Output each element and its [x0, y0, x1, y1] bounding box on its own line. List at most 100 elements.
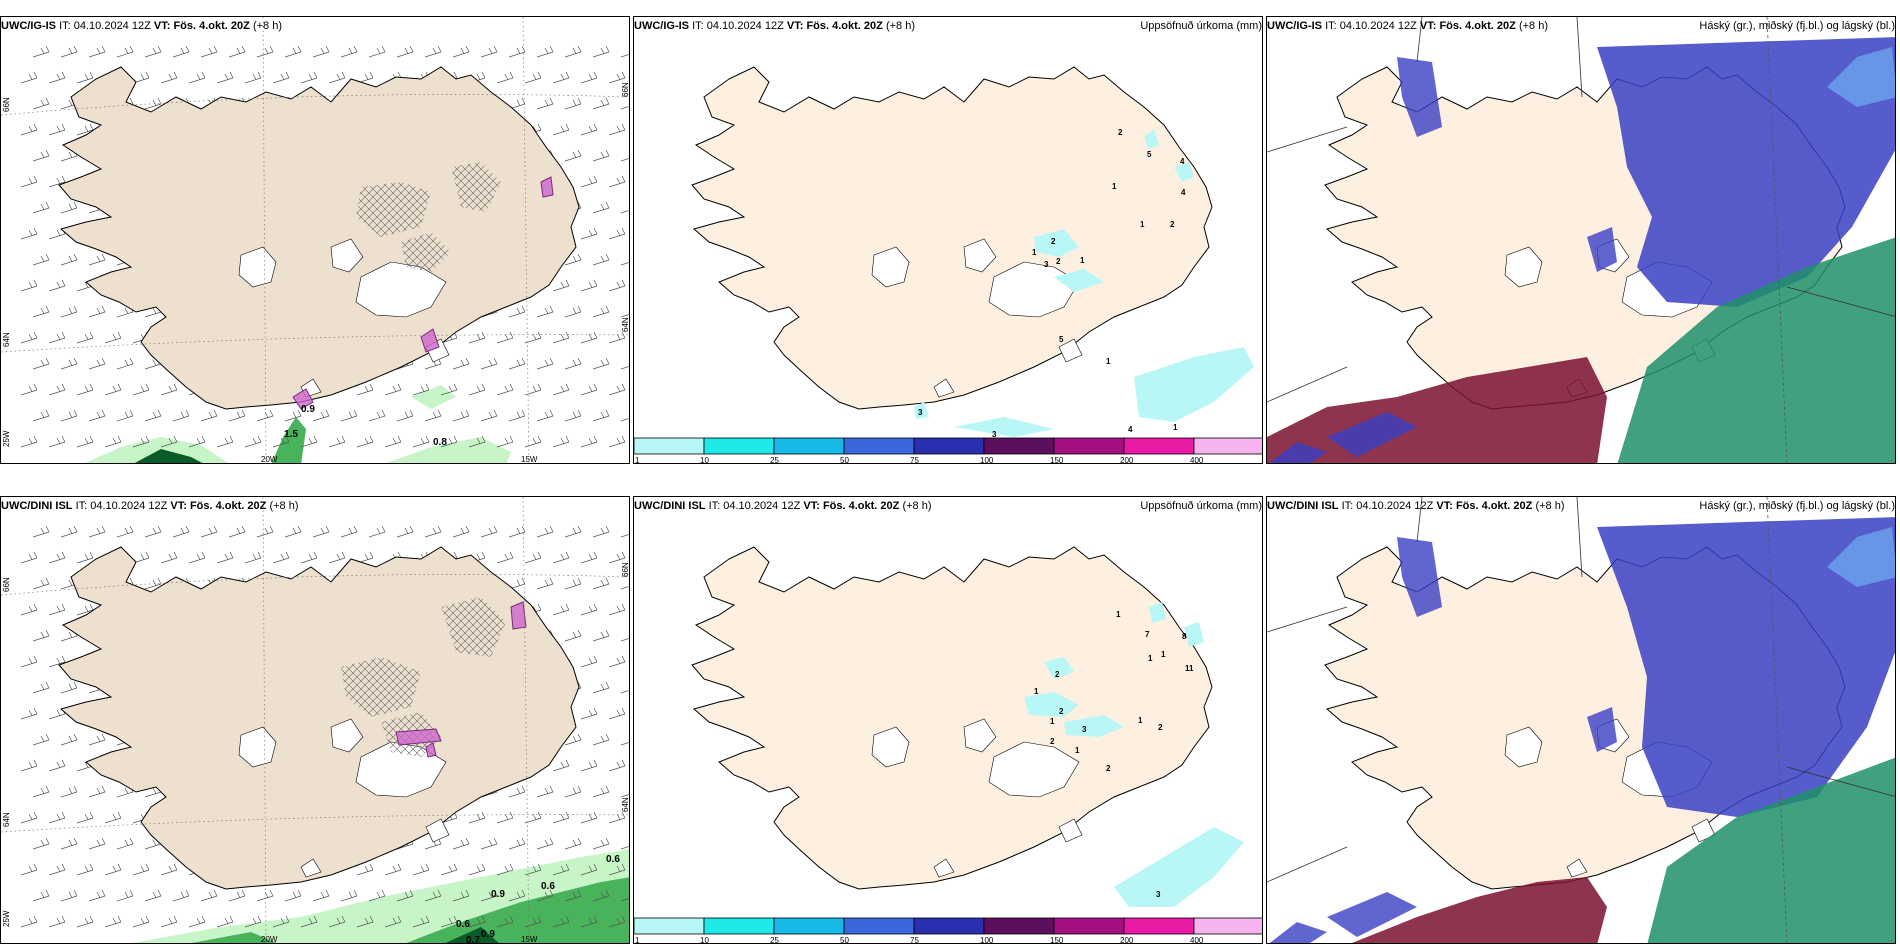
precip-value-label: 2	[1055, 670, 1060, 679]
colorbar-cell	[983, 917, 1055, 935]
lat-label: 25W	[2, 430, 11, 447]
precip-area	[1174, 162, 1194, 182]
precip-value-label: 1	[1140, 220, 1145, 229]
glacier-outline	[1058, 818, 1083, 843]
colorbar-label: 50	[840, 936, 849, 944]
panel-header: UWC/DINI ISL IT: 04.10.2024 12Z VT: Fös.…	[1266, 498, 1896, 514]
colorbar-cell	[773, 437, 845, 455]
colorbar-label: 50	[840, 456, 849, 464]
precip-value-label: 7	[1145, 630, 1150, 639]
colorbar-cell	[1193, 917, 1262, 935]
precip-value-label: 1	[1080, 256, 1085, 265]
precip-area	[1144, 129, 1159, 149]
precip-area	[1034, 229, 1079, 257]
glacier-outline	[963, 718, 997, 753]
iceland-coastline	[58, 546, 580, 890]
glacier-outline	[330, 718, 364, 753]
precip-area	[1114, 827, 1244, 907]
glacier-outline	[355, 261, 447, 318]
colorbar-label: 200	[1120, 936, 1134, 944]
colorbar-label: 200	[1120, 456, 1134, 464]
wind-gust-area	[406, 877, 629, 943]
lat-label: 66N	[2, 577, 11, 592]
panel-field-label: Uppsöfnuð úrkoma (mm)	[1140, 500, 1262, 512]
precip-value-label: 1	[1116, 610, 1121, 619]
wind-value-label: 0.8	[433, 437, 447, 448]
glacier-outline	[963, 238, 997, 273]
precip-value-label: 2	[1050, 737, 1055, 746]
precip-value-label: 4	[1128, 425, 1133, 434]
colorbar: 1 10 25 50 75 100 150 200 400	[634, 917, 1262, 944]
glacier-outline	[300, 858, 322, 878]
lat-lon-grid	[1, 17, 629, 463]
colorbar-label: 25	[770, 456, 779, 464]
lat-label: 64N	[621, 797, 630, 812]
precip-value-label: 3	[1156, 890, 1161, 899]
precip-hatch	[341, 657, 421, 717]
precip-value-label: 2	[1059, 707, 1064, 716]
precip-value-label: 5	[1059, 335, 1064, 344]
gust-max-area	[395, 728, 442, 746]
precip-value-label: 1	[1148, 654, 1153, 663]
iceland-coastline	[691, 66, 1213, 410]
mid-cloud-area	[1587, 707, 1617, 752]
map-canvas	[1267, 17, 1895, 463]
colorbar-label: 100	[980, 936, 994, 944]
wind-value-label: 0.6	[541, 881, 555, 892]
precip-value-label: 2	[1158, 723, 1163, 732]
mid-cloud-area	[1397, 57, 1442, 137]
panel-header: UWC/IG-IS IT: 04.10.2024 12Z VT: Fös. 4.…	[1266, 18, 1896, 34]
glacier-outline	[330, 238, 364, 273]
precip-value-label: 1	[1106, 357, 1111, 366]
mid-cloud-area	[1269, 442, 1327, 463]
colorbar-cell	[983, 437, 1055, 455]
panel-field-label: Háský (gr.), miðský (fj.bl.) og lágský (…	[1699, 500, 1895, 512]
glacier-outline	[238, 246, 277, 288]
precip-value-label: 3	[1044, 260, 1049, 269]
panel-field-label: Uppsöfnuð úrkoma (mm)	[1140, 20, 1262, 32]
colorbar-label: 25	[770, 936, 779, 944]
iceland-coastline	[691, 546, 1213, 890]
lon-label: 20W	[261, 455, 278, 464]
precip-value-label: 8	[1182, 632, 1187, 641]
precip-value-label: 2	[1056, 257, 1061, 266]
colorbar-label: 100	[980, 456, 994, 464]
colorbar-label: 1	[635, 936, 640, 944]
glacier-outline	[871, 246, 910, 288]
precip-area	[1184, 622, 1204, 647]
precip-value-label: 1	[1034, 687, 1039, 696]
wind-value-label: 0.9	[301, 404, 315, 415]
precip-area	[1134, 347, 1254, 422]
glacier-outline	[933, 378, 955, 398]
map-panel-cloud-dini	[1266, 496, 1896, 944]
wind-gust-area	[271, 417, 306, 463]
glacier-outline	[988, 741, 1080, 798]
precip-value-label: 2	[1170, 220, 1175, 229]
wind-value-label: 0.6	[456, 919, 470, 930]
precip-value-label: 1	[1032, 248, 1037, 257]
mid-cloud-area	[1587, 227, 1617, 272]
high-cloud-area	[1647, 757, 1895, 943]
wind-value-label: 0.9	[481, 929, 495, 940]
gust-max-area	[292, 388, 314, 410]
glacier-outline	[1504, 726, 1543, 768]
precip-area	[954, 417, 1054, 437]
mid-cloud-area	[1327, 412, 1417, 457]
precip-value-label: 4	[1181, 188, 1186, 197]
colorbar-cell	[1053, 437, 1125, 455]
precip-value-label: 2	[1106, 764, 1111, 773]
precip-value-label: 1	[1112, 182, 1117, 191]
mid-cloud-area	[1327, 892, 1417, 937]
colorbar: 1 10 25 50 75 100 150 200 400	[634, 437, 1262, 464]
colorbar-cell	[843, 917, 915, 935]
wind-value-label: 0.6	[606, 854, 620, 865]
precip-value-label: 1	[1173, 423, 1178, 432]
lat-label: 66N	[2, 97, 11, 112]
low-cloud-area	[1352, 877, 1607, 943]
glacier-outline	[1504, 246, 1543, 288]
colorbar-cell	[843, 437, 915, 455]
colorbar-label: 75	[910, 456, 919, 464]
